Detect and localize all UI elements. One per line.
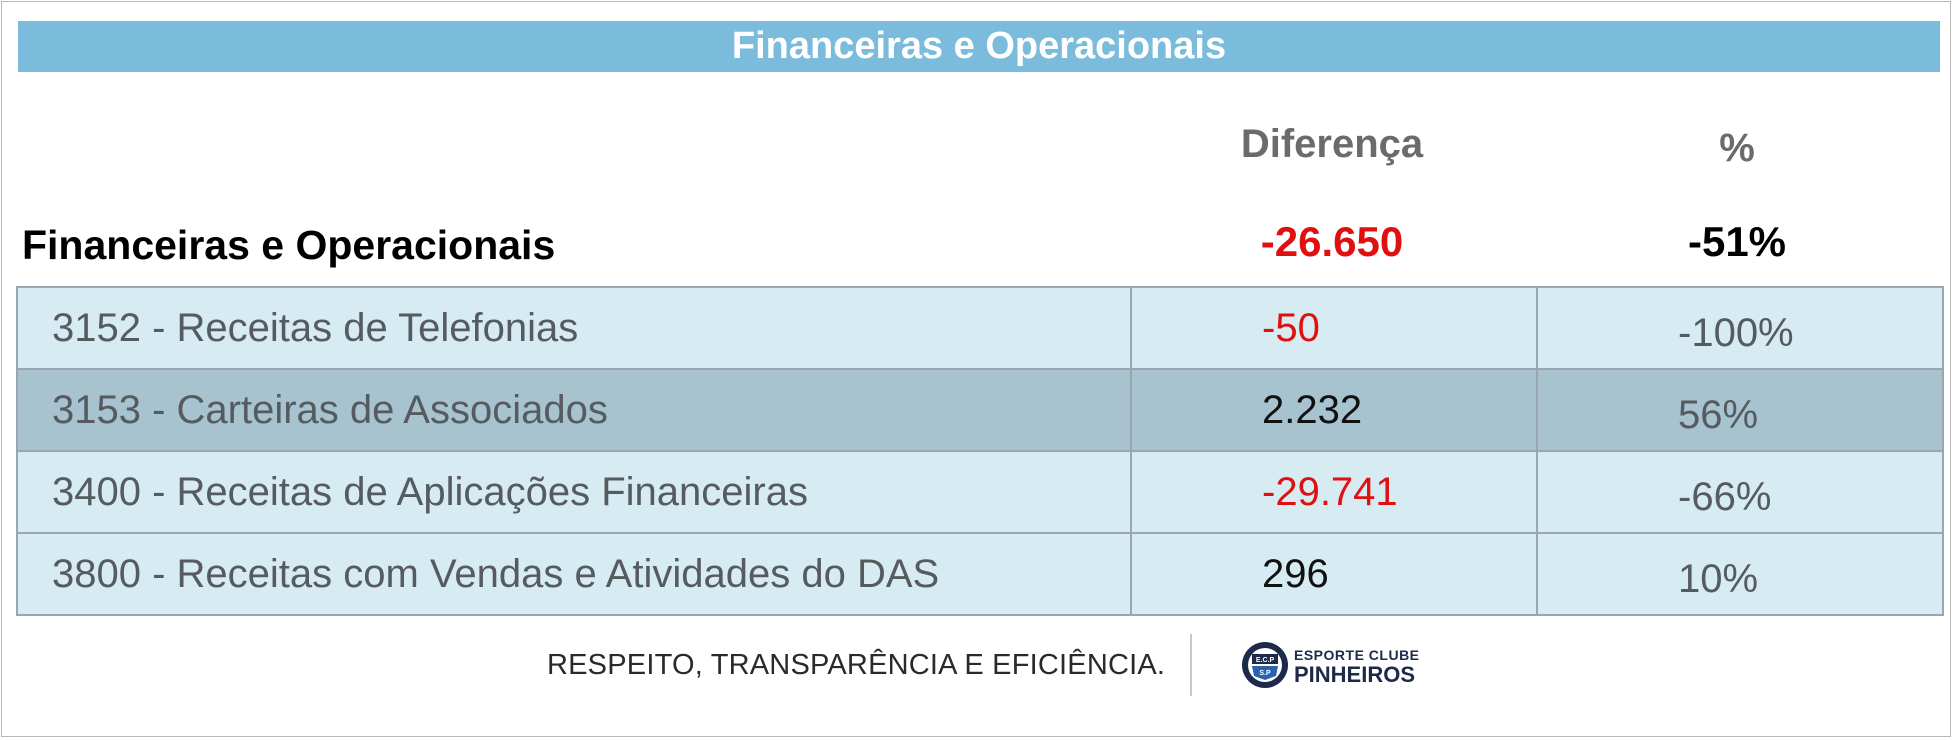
column-header-percent: % [1719, 126, 1755, 170]
row-percent: -100% [1536, 286, 1944, 370]
summary-label: Financeiras e Operacionais [22, 222, 556, 268]
table-row: 3152 - Receitas de Telefonias -50 -100% [16, 286, 1944, 370]
footer-slogan: RESPEITO, TRANSPARÊNCIA E EFICIÊNCIA. [547, 649, 1166, 681]
table-row: 3800 - Receitas com Vendas e Atividades … [16, 532, 1944, 616]
row-label: 3800 - Receitas com Vendas e Atividades … [16, 532, 1132, 616]
table-row: 3400 - Receitas de Aplicações Financeira… [16, 450, 1944, 534]
column-header-difference: Diferença [1240, 122, 1424, 166]
table-row: 3153 - Carteiras de Associados 2.232 56% [16, 368, 1944, 452]
row-difference: -50 [1130, 286, 1538, 370]
footer-divider [1190, 634, 1192, 696]
row-percent: 10% [1536, 532, 1944, 616]
club-crest-icon: E.C.P S.P [1242, 642, 1288, 688]
row-label: 3152 - Receitas de Telefonias [16, 286, 1132, 370]
crest-top-text: E.C.P [1256, 657, 1275, 664]
summary-percent: -51% [1687, 218, 1787, 265]
logo-line-2: PINHEIROS [1294, 662, 1416, 687]
summary-difference: -26.650 [1260, 218, 1404, 265]
accounts-table: 3152 - Receitas de Telefonias -50 -100% … [16, 286, 1944, 616]
section-banner: Financeiras e Operacionais [18, 21, 1940, 72]
row-label: 3400 - Receitas de Aplicações Financeira… [16, 450, 1132, 534]
club-logo-text: ESPORTE CLUBE PINHEIROS [1294, 648, 1420, 686]
row-difference: -29.741 [1130, 450, 1538, 534]
row-percent: -66% [1536, 450, 1944, 534]
crest-bottom-text: S.P [1259, 670, 1271, 677]
row-label: 3153 - Carteiras de Associados [16, 368, 1132, 452]
logo-line-1: ESPORTE CLUBE [1294, 647, 1420, 663]
row-percent: 56% [1536, 368, 1944, 452]
row-difference: 296 [1130, 532, 1538, 616]
row-difference: 2.232 [1130, 368, 1538, 452]
